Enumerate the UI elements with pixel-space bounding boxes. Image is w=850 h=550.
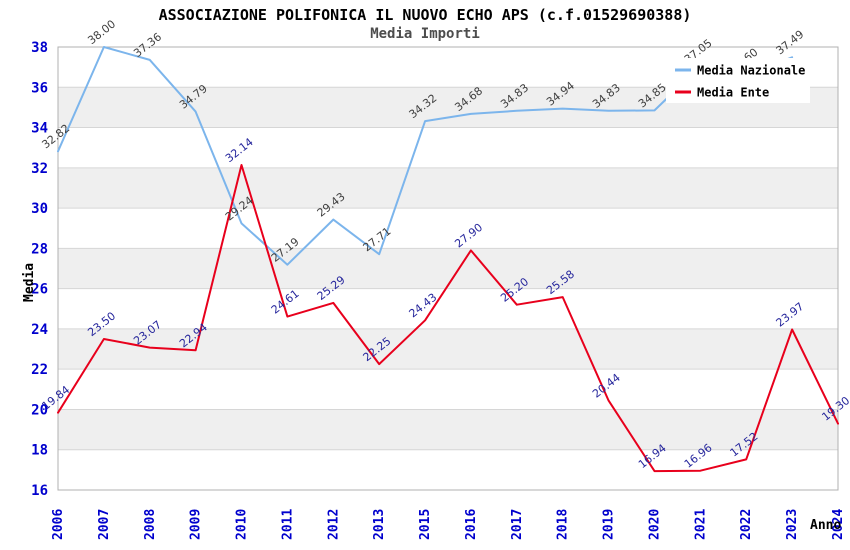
x-tick-label: 2023 [785,509,800,540]
y-tick-label: 38 [31,40,48,56]
x-tick-label: 2016 [464,509,479,540]
y-axis-title: Media [22,263,37,302]
point-label: 27.90 [452,221,485,251]
legend-label: Media Ente [697,86,769,100]
y-tick-label: 18 [31,443,48,459]
y-axis: 16 18 20 22 24 26 28 30 32 34 36 38 Media [22,40,48,499]
x-tick-label: 2024 [831,509,846,540]
y-tick-label: 20 [31,402,48,418]
y-tick-label: 30 [31,201,48,217]
legend-item-media-ente: Media Ente [675,86,769,100]
x-tick-label: 2006 [51,509,66,540]
x-tick-label: 2012 [326,509,341,540]
chart-title: ASSOCIAZIONE POLIFONICA IL NUOVO ECHO AP… [158,6,692,24]
x-tick-label: 2022 [739,509,754,540]
x-tick-label: 2007 [97,509,112,540]
y-tick-label: 22 [31,362,48,378]
chart-subtitle: Media Importi [370,26,480,42]
x-tick-label: 2015 [418,509,433,540]
series-line-media-ente [57,164,839,473]
x-tick-label: 2009 [189,509,204,540]
y-tick-label: 16 [31,483,48,499]
point-label: 32.14 [223,135,256,165]
x-axis-title: Anno [810,518,841,533]
point-label: 37.36 [131,30,164,60]
point-label: 37.49 [774,28,807,58]
y-tick-label: 32 [31,161,48,177]
plot-border [57,46,839,491]
point-label: 38.00 [85,17,118,47]
y-tick-label: 24 [31,322,48,338]
legend-label: Media Nazionale [697,64,805,78]
x-tick-label: 2021 [693,509,708,540]
x-axis: 2006 2007 2008 2009 2010 2011 2012 2013 2015 2016… [51,509,846,540]
y-tick-label: 36 [31,80,48,96]
x-tick-label: 2013 [372,509,387,540]
plot-bands [58,87,838,450]
point-label: 23.97 [774,300,807,330]
y-tick-label: 28 [31,241,48,257]
y-tick-label: 34 [31,121,48,137]
y-tick-label: 26 [31,282,48,298]
x-tick-label: 2010 [235,509,250,540]
x-tick-label: 2011 [280,509,295,540]
legend-item-media-nazionale: Media Nazionale [675,64,805,78]
x-tick-label: 2018 [556,509,571,540]
legend: Media Nazionale Media Ente [666,58,810,103]
legend-background [666,58,810,103]
x-tick-label: 2020 [648,509,663,540]
x-tick-label: 2017 [510,509,525,540]
x-tick-label: 2019 [602,509,617,540]
x-tick-label: 2008 [143,509,158,540]
